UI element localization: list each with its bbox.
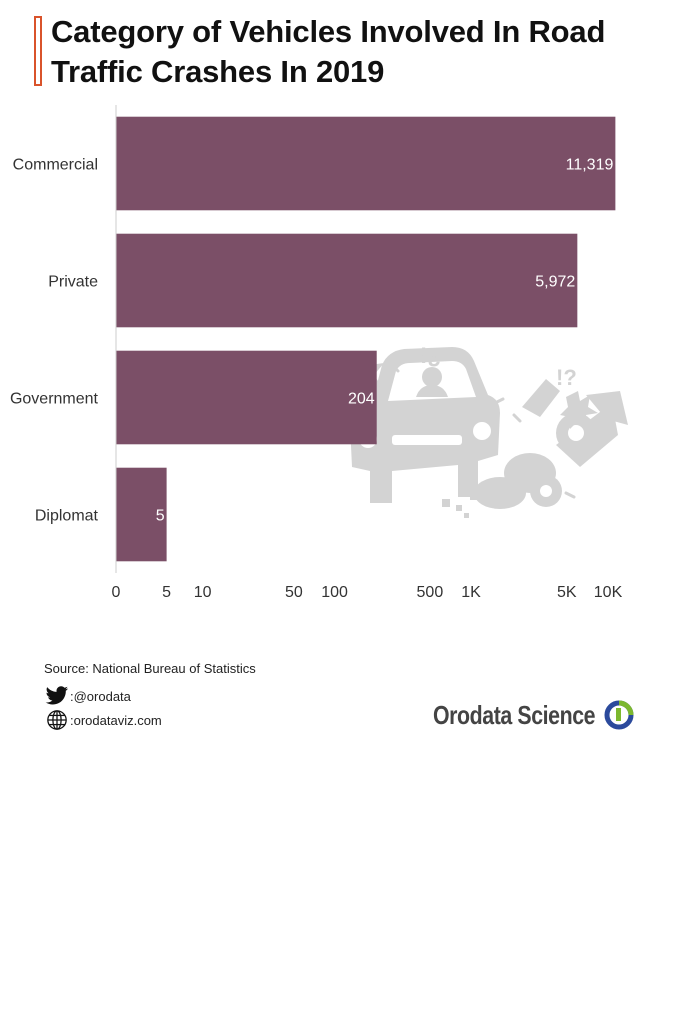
x-tick-label: 10K xyxy=(594,584,623,601)
bar-commercial xyxy=(116,116,616,211)
x-tick-label: 500 xyxy=(417,584,444,601)
x-tick-label: 1K xyxy=(461,584,481,601)
website-url: :orodataviz.com xyxy=(70,712,162,728)
bar-chart: !¿ !? 11,319 5,972 204 5 Commercial Private G… xyxy=(10,105,628,601)
globe-icon xyxy=(47,710,67,730)
category-labels-group: Commercial Private Government Diplomat xyxy=(10,157,99,525)
x-tick-label: 0 xyxy=(112,584,121,601)
x-axis: 0510501005001K5K10K50K xyxy=(112,105,623,601)
bars-group: 11,319 5,972 204 5 xyxy=(116,116,616,562)
category-label-government: Government xyxy=(10,391,99,408)
x-tick-label: 5K xyxy=(557,584,577,601)
exclamation-mark-text: !¿ xyxy=(420,343,441,368)
x-tick-label: 10 xyxy=(194,584,212,601)
source-text: Source: National Bureau of Statistics xyxy=(44,660,256,676)
x-tick-label: 5 xyxy=(162,584,171,601)
data-label-diplomat: 5 xyxy=(156,508,165,525)
twitter-handle: :@orodata xyxy=(70,688,131,704)
twitter-icon xyxy=(45,686,69,705)
bar-private xyxy=(116,233,578,328)
category-label-diplomat: Diplomat xyxy=(35,508,99,525)
orodata-science-logo: Orodata Science xyxy=(433,698,637,732)
x-tick-label: 100 xyxy=(321,584,348,601)
data-label-private: 5,972 xyxy=(535,274,575,291)
category-label-private: Private xyxy=(48,274,98,291)
x-tick-label: 50 xyxy=(285,584,303,601)
chart-title: Category of Vehicles Involved In Road Tr… xyxy=(51,14,606,89)
twitter-row: :@orodata xyxy=(44,684,256,708)
logo-ring-icon xyxy=(604,700,634,730)
bar-diplomat xyxy=(116,467,167,562)
car-and-motorcycle-crash-illustration: !¿ !? xyxy=(344,343,628,518)
data-label-government: 204 xyxy=(348,391,375,408)
website-row: :orodataviz.com xyxy=(44,708,256,732)
data-label-commercial: 11,319 xyxy=(566,157,614,174)
footer: Source: National Bureau of Statistics :@… xyxy=(44,656,256,732)
title-accent-bar xyxy=(34,16,42,86)
logo-text: Orodata Science xyxy=(433,699,596,730)
bar-government xyxy=(116,350,377,445)
category-label-commercial: Commercial xyxy=(13,157,98,174)
exclamation-question-mark-text: !? xyxy=(556,365,577,390)
